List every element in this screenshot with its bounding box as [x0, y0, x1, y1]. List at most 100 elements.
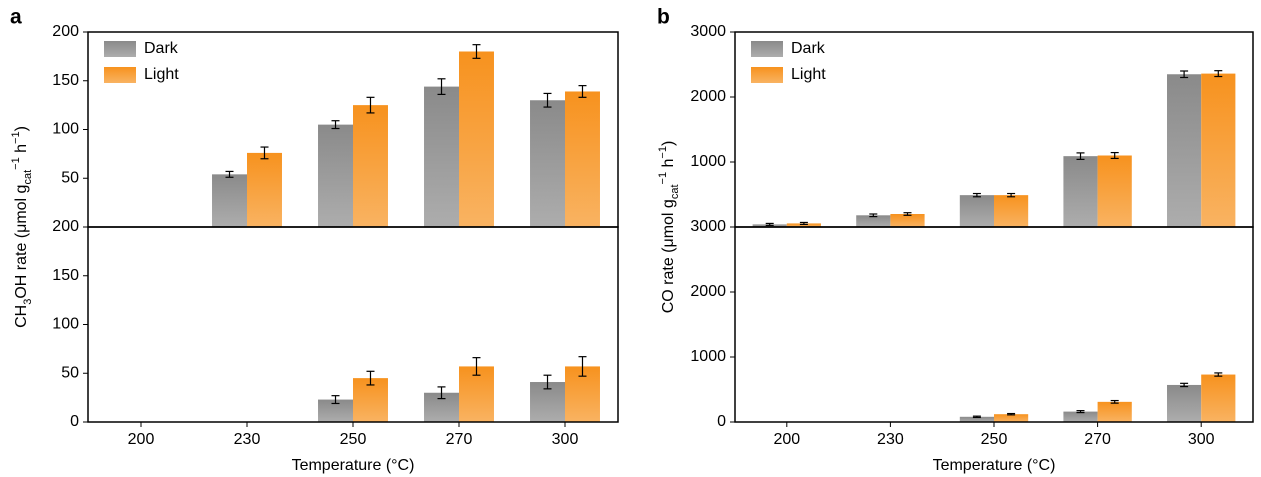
error-bar: [366, 370, 375, 386]
bar: [994, 195, 1029, 227]
y-axis-label-part: CO rate (μmol g: [660, 199, 677, 313]
bar: [1167, 74, 1202, 227]
y-tick-label: 0: [717, 413, 726, 430]
y-axis-label-part: h: [13, 144, 30, 157]
error-bar: [260, 146, 269, 160]
legend-swatch: [104, 41, 136, 57]
legend-label: Dark: [144, 40, 179, 57]
error-bar: [799, 221, 808, 225]
error-bar: [1214, 70, 1223, 78]
error-bar: [903, 212, 912, 216]
x-tick-label: 300: [1188, 431, 1215, 448]
y-axis-label-part: 3: [22, 299, 34, 305]
y-tick-label: 1000: [690, 348, 726, 365]
bar: [890, 214, 925, 227]
y-axis-label-part: −1: [657, 146, 669, 159]
error-bar: [1007, 192, 1016, 198]
y-tick-label: 200: [52, 23, 79, 40]
y-axis-label: CH3OH rate (μmol gcat−1 h−1): [10, 126, 34, 328]
x-tick-label: 200: [773, 431, 800, 448]
error-bar: [1076, 152, 1085, 160]
x-tick-label: 230: [877, 431, 904, 448]
bar: [994, 414, 1029, 422]
error-bar: [765, 222, 774, 226]
bar: [1167, 384, 1202, 422]
legend-label: Light: [144, 66, 179, 83]
bar: [856, 215, 891, 227]
bar: [959, 195, 994, 227]
error-bar: [578, 356, 587, 377]
y-tick-label: 150: [52, 72, 79, 89]
error-bar: [972, 192, 981, 198]
error-bar: [1110, 399, 1119, 404]
y-axis-label-part: −1: [10, 157, 22, 170]
error-bar: [472, 44, 481, 59]
x-tick-label: 270: [446, 431, 473, 448]
x-axis-label: Temperature (°C): [292, 457, 415, 474]
y-tick-label: 1000: [690, 153, 726, 170]
error-bar: [1110, 151, 1119, 160]
error-bar: [869, 213, 878, 218]
error-bar: [331, 395, 340, 405]
y-tick-label: 200: [52, 218, 79, 235]
error-bar: [543, 374, 552, 390]
bar: [212, 174, 247, 227]
x-tick-label: 200: [128, 431, 155, 448]
y-tick-label: 2000: [690, 88, 726, 105]
bar: [786, 223, 821, 227]
y-tick-label: 100: [52, 316, 79, 333]
y-tick-label: 2000: [690, 283, 726, 300]
error-bar: [1180, 70, 1189, 79]
y-axis-label: CO rate (μmol gcat−1 h−1): [657, 141, 681, 314]
error-bar: [1007, 412, 1016, 416]
error-bar: [437, 78, 446, 96]
y-axis-label-part: h: [660, 159, 677, 172]
y-axis-label-part: cat: [669, 184, 681, 199]
y-axis-label-part: cat: [22, 170, 34, 185]
y-axis-label-part: ): [13, 126, 30, 131]
y-axis-label-part: −1: [10, 131, 22, 144]
y-tick-label: 50: [61, 169, 79, 186]
bar: [1097, 401, 1132, 422]
x-tick-label: 230: [234, 431, 261, 448]
bar: [565, 91, 600, 227]
panel-label: a: [10, 6, 22, 29]
legend-label: Light: [791, 66, 826, 83]
error-bar: [543, 92, 552, 108]
y-tick-label: 3000: [690, 23, 726, 40]
error-bar: [578, 85, 587, 98]
bar: [1201, 73, 1236, 227]
bar: [247, 152, 282, 227]
bar: [530, 100, 565, 227]
x-tick-label: 250: [981, 431, 1008, 448]
legend-swatch: [751, 41, 783, 57]
error-bar: [1076, 410, 1085, 414]
legend-label: Dark: [791, 40, 826, 57]
y-axis-label-part: OH rate (μmol g: [13, 185, 30, 299]
bar: [318, 124, 353, 227]
y-tick-label: 3000: [690, 218, 726, 235]
y-axis-label-part: CH: [13, 305, 30, 328]
y-tick-label: 50: [61, 364, 79, 381]
error-bar: [472, 357, 481, 376]
legend-swatch: [751, 67, 783, 83]
error-bar: [1214, 372, 1223, 377]
error-bar: [331, 120, 340, 130]
y-axis-label-part: −1: [657, 172, 669, 185]
bar: [1201, 374, 1236, 422]
legend-swatch: [104, 67, 136, 83]
bar: [459, 51, 494, 227]
x-axis-label: Temperature (°C): [933, 457, 1056, 474]
error-bar: [225, 170, 234, 178]
error-bar: [1180, 382, 1189, 388]
bar: [959, 416, 994, 422]
x-tick-label: 250: [340, 431, 367, 448]
y-tick-label: 100: [52, 121, 79, 138]
x-tick-label: 270: [1084, 431, 1111, 448]
bar: [353, 105, 388, 227]
bar: [318, 399, 353, 422]
bar: [1063, 411, 1098, 422]
panel-label: b: [657, 6, 670, 29]
y-tick-label: 150: [52, 267, 79, 284]
